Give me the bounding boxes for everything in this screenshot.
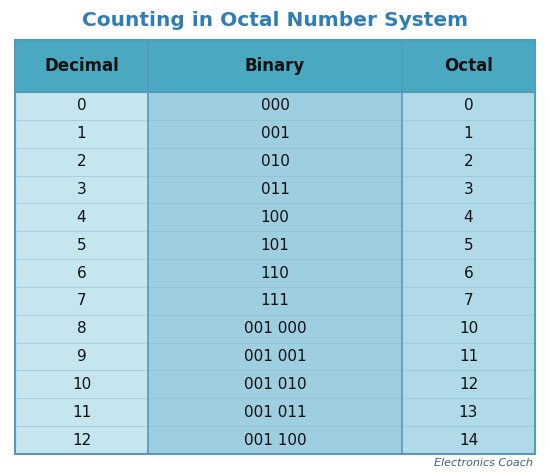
Text: 3: 3 xyxy=(464,182,474,197)
Text: 3: 3 xyxy=(76,182,86,197)
Text: Binary: Binary xyxy=(245,57,305,75)
Text: 0: 0 xyxy=(464,99,474,113)
Text: 7: 7 xyxy=(464,293,474,308)
Bar xyxy=(15,92,148,454)
Text: 13: 13 xyxy=(459,405,478,420)
Text: 001 011: 001 011 xyxy=(244,405,306,420)
Text: 12: 12 xyxy=(459,377,478,392)
Text: 8: 8 xyxy=(76,321,86,336)
Bar xyxy=(15,40,535,454)
Text: 4: 4 xyxy=(76,210,86,225)
Bar xyxy=(148,92,402,454)
Text: 001 100: 001 100 xyxy=(244,432,306,447)
Text: 10: 10 xyxy=(459,321,478,336)
Text: 001 001: 001 001 xyxy=(244,349,306,364)
Text: 000: 000 xyxy=(261,99,289,113)
Text: 100: 100 xyxy=(261,210,289,225)
Text: 6: 6 xyxy=(76,265,86,280)
Text: 12: 12 xyxy=(72,432,91,447)
Text: 2: 2 xyxy=(76,154,86,169)
Text: 111: 111 xyxy=(261,293,289,308)
Text: 5: 5 xyxy=(76,238,86,253)
Text: 2: 2 xyxy=(464,154,474,169)
Text: 001 010: 001 010 xyxy=(244,377,306,392)
Text: 11: 11 xyxy=(459,349,478,364)
Text: 1: 1 xyxy=(464,126,474,141)
Text: Octal: Octal xyxy=(444,57,493,75)
Text: 5: 5 xyxy=(464,238,474,253)
Text: 6: 6 xyxy=(464,265,474,280)
Text: 7: 7 xyxy=(76,293,86,308)
Text: 001: 001 xyxy=(261,126,289,141)
Text: 9: 9 xyxy=(76,349,86,364)
Text: 110: 110 xyxy=(261,265,289,280)
Text: Decimal: Decimal xyxy=(44,57,119,75)
Bar xyxy=(402,92,535,454)
Text: 001 000: 001 000 xyxy=(244,321,306,336)
Text: 10: 10 xyxy=(72,377,91,392)
Text: Electronics Coach: Electronics Coach xyxy=(434,458,533,468)
Text: 11: 11 xyxy=(72,405,91,420)
Text: 0: 0 xyxy=(76,99,86,113)
Text: 101: 101 xyxy=(261,238,289,253)
Text: 010: 010 xyxy=(261,154,289,169)
Text: 1: 1 xyxy=(76,126,86,141)
Bar xyxy=(15,40,535,92)
Text: Counting in Octal Number System: Counting in Octal Number System xyxy=(82,10,468,29)
Text: 4: 4 xyxy=(464,210,474,225)
Text: 011: 011 xyxy=(261,182,289,197)
Text: 14: 14 xyxy=(459,432,478,447)
